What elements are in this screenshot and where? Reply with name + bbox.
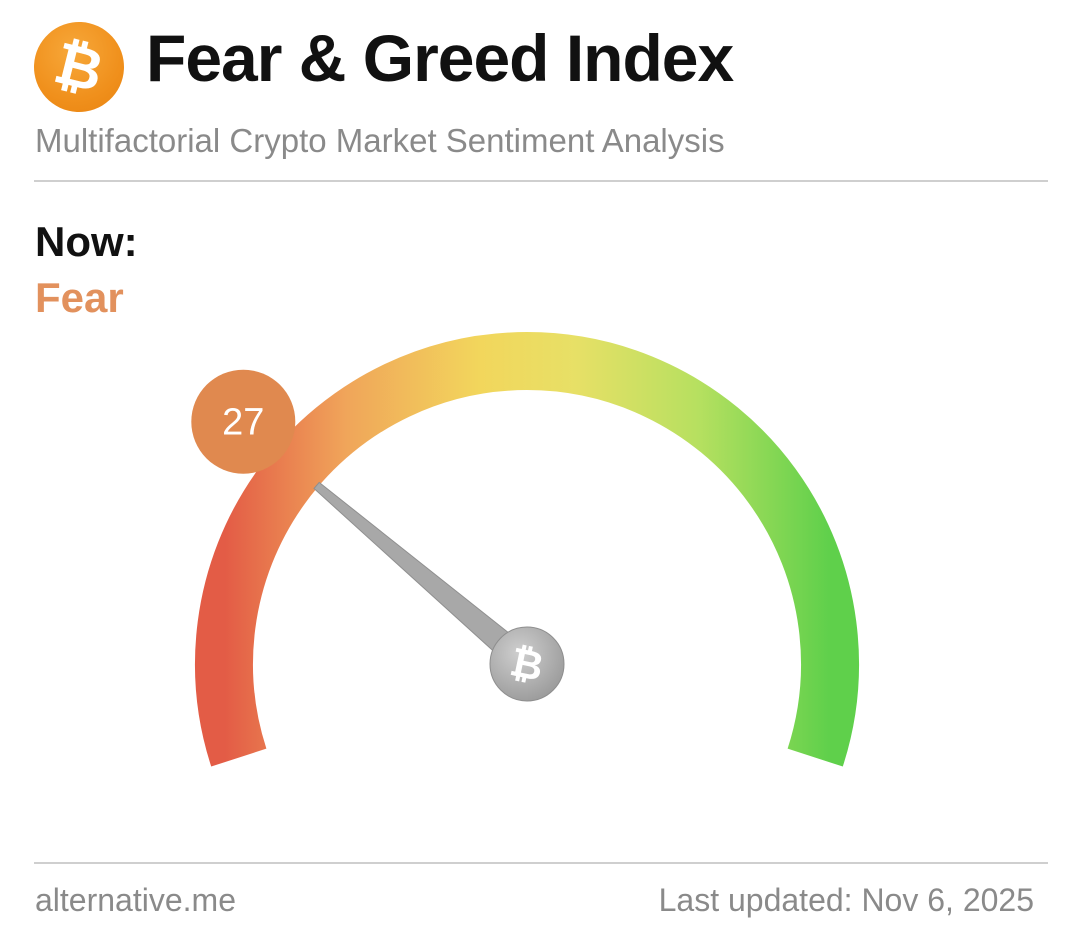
last-updated: Last updated: Nov 6, 2025	[658, 882, 1034, 918]
source-link[interactable]: alternative.me	[35, 882, 236, 918]
sentiment-classification: Fear	[35, 274, 124, 321]
top-divider	[34, 180, 1048, 182]
page-subtitle: Multifactorial Crypto Market Sentiment A…	[35, 122, 725, 159]
now-label: Now:	[35, 218, 138, 265]
value-badge-label: 27	[222, 402, 264, 444]
bottom-divider	[34, 862, 1048, 864]
value-badge	[191, 369, 296, 474]
gauge-arc	[195, 332, 859, 767]
page-title: Fear & Greed Index	[146, 21, 734, 95]
needle-hub	[489, 626, 565, 702]
